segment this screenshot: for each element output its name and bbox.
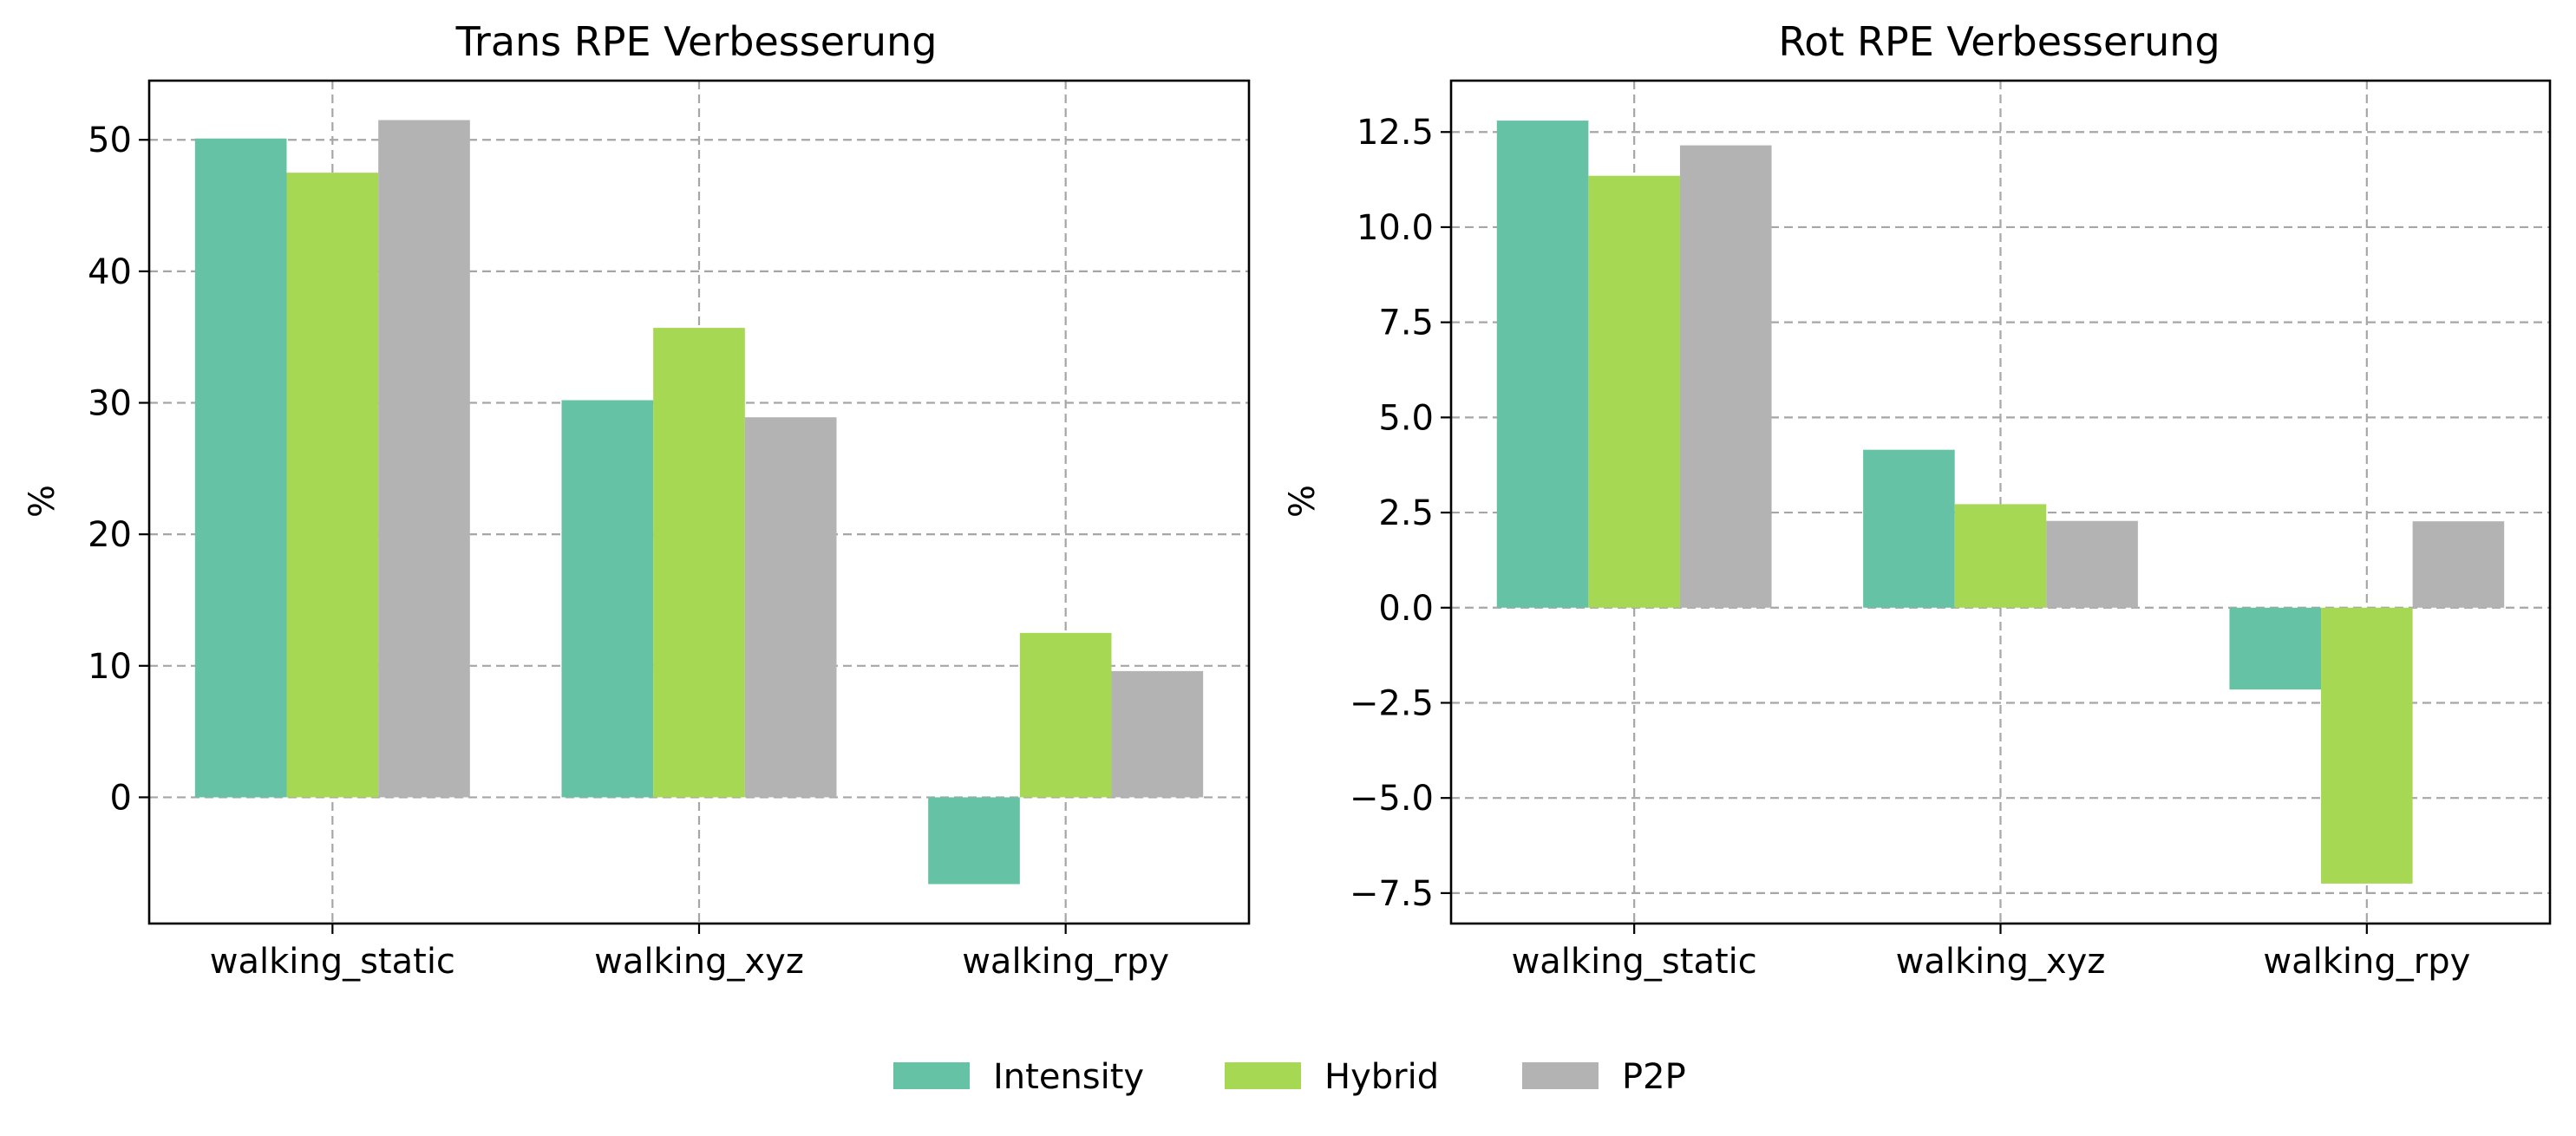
bar-p2p-walking_rpy [1111,670,1204,798]
x-tick-label: walking_static [1512,942,1757,982]
legend-label-intensity: Intensity [993,1057,1144,1097]
y-tick-label: 10.0 [1357,208,1434,248]
y-tick-label: 40 [88,252,132,292]
x-tick-label: walking_rpy [962,942,1169,982]
y-tick-label: 7.5 [1378,304,1434,343]
legend-label-hybrid: Hybrid [1324,1057,1439,1097]
bar-p2p-walking_rpy [2412,521,2505,608]
x-tick-label: walking_static [210,942,455,982]
bar-p2p-walking_static [1679,145,1772,608]
y-axis-label: % [23,485,62,518]
bar-hybrid-walking_rpy [2321,607,2413,884]
bar-intensity-walking_rpy [928,797,1020,885]
bar-intensity-walking_xyz [1863,449,1955,608]
bar-hybrid-walking_xyz [1954,504,2047,608]
bar-intensity-walking_xyz [561,400,654,798]
y-axis-label: % [1283,485,1323,518]
legend-label-p2p: P2P [1622,1057,1686,1097]
bar-p2p-walking_static [378,120,470,798]
bar-hybrid-walking_xyz [653,328,745,798]
bar-p2p-walking_xyz [2046,520,2138,608]
chart-title: Rot RPE Verbesserung [1778,18,2220,65]
y-tick-label: 5.0 [1378,398,1434,438]
bar-intensity-walking_static [1496,121,1589,608]
legend-swatch-intensity [893,1062,970,1089]
bar-p2p-walking_xyz [744,417,837,798]
y-tick-label: 0 [110,778,132,818]
chart-trans-rpe: Trans RPE Verbesserung % 0 10 20 30 40 50 walk… [23,18,1251,982]
y-tick-label: 0.0 [1378,589,1434,629]
y-tick-label: 10 [88,647,132,687]
y-tick-label: 50 [88,121,132,160]
legend-swatch-hybrid [1225,1062,1301,1089]
bar-hybrid-walking_static [286,173,379,798]
x-tick-label: walking_xyz [594,942,804,982]
chart-rot-rpe: Rot RPE Verbesserung % −7.5 −5.0 −2.5 0.0 2.… [1283,18,2552,982]
bar-hybrid-walking_static [1588,175,1680,608]
chart-title: Trans RPE Verbesserung [455,18,938,65]
bar-intensity-walking_rpy [2229,607,2322,690]
bar-intensity-walking_static [194,138,287,798]
bar-hybrid-walking_rpy [1019,632,1112,798]
legend-swatch-p2p [1522,1062,1599,1089]
y-tick-label: −7.5 [1350,874,1434,914]
x-tick-label: walking_xyz [1896,942,2106,982]
y-tick-label: −2.5 [1350,683,1434,723]
y-tick-label: 20 [88,515,132,555]
y-tick-label: 2.5 [1378,493,1434,533]
y-tick-label: 12.5 [1357,113,1434,153]
y-tick-label: −5.0 [1350,779,1434,819]
x-tick-label: walking_rpy [2263,942,2470,982]
y-tick-label: 30 [88,384,132,424]
legend: Intensity Hybrid P2P [893,1057,1686,1097]
